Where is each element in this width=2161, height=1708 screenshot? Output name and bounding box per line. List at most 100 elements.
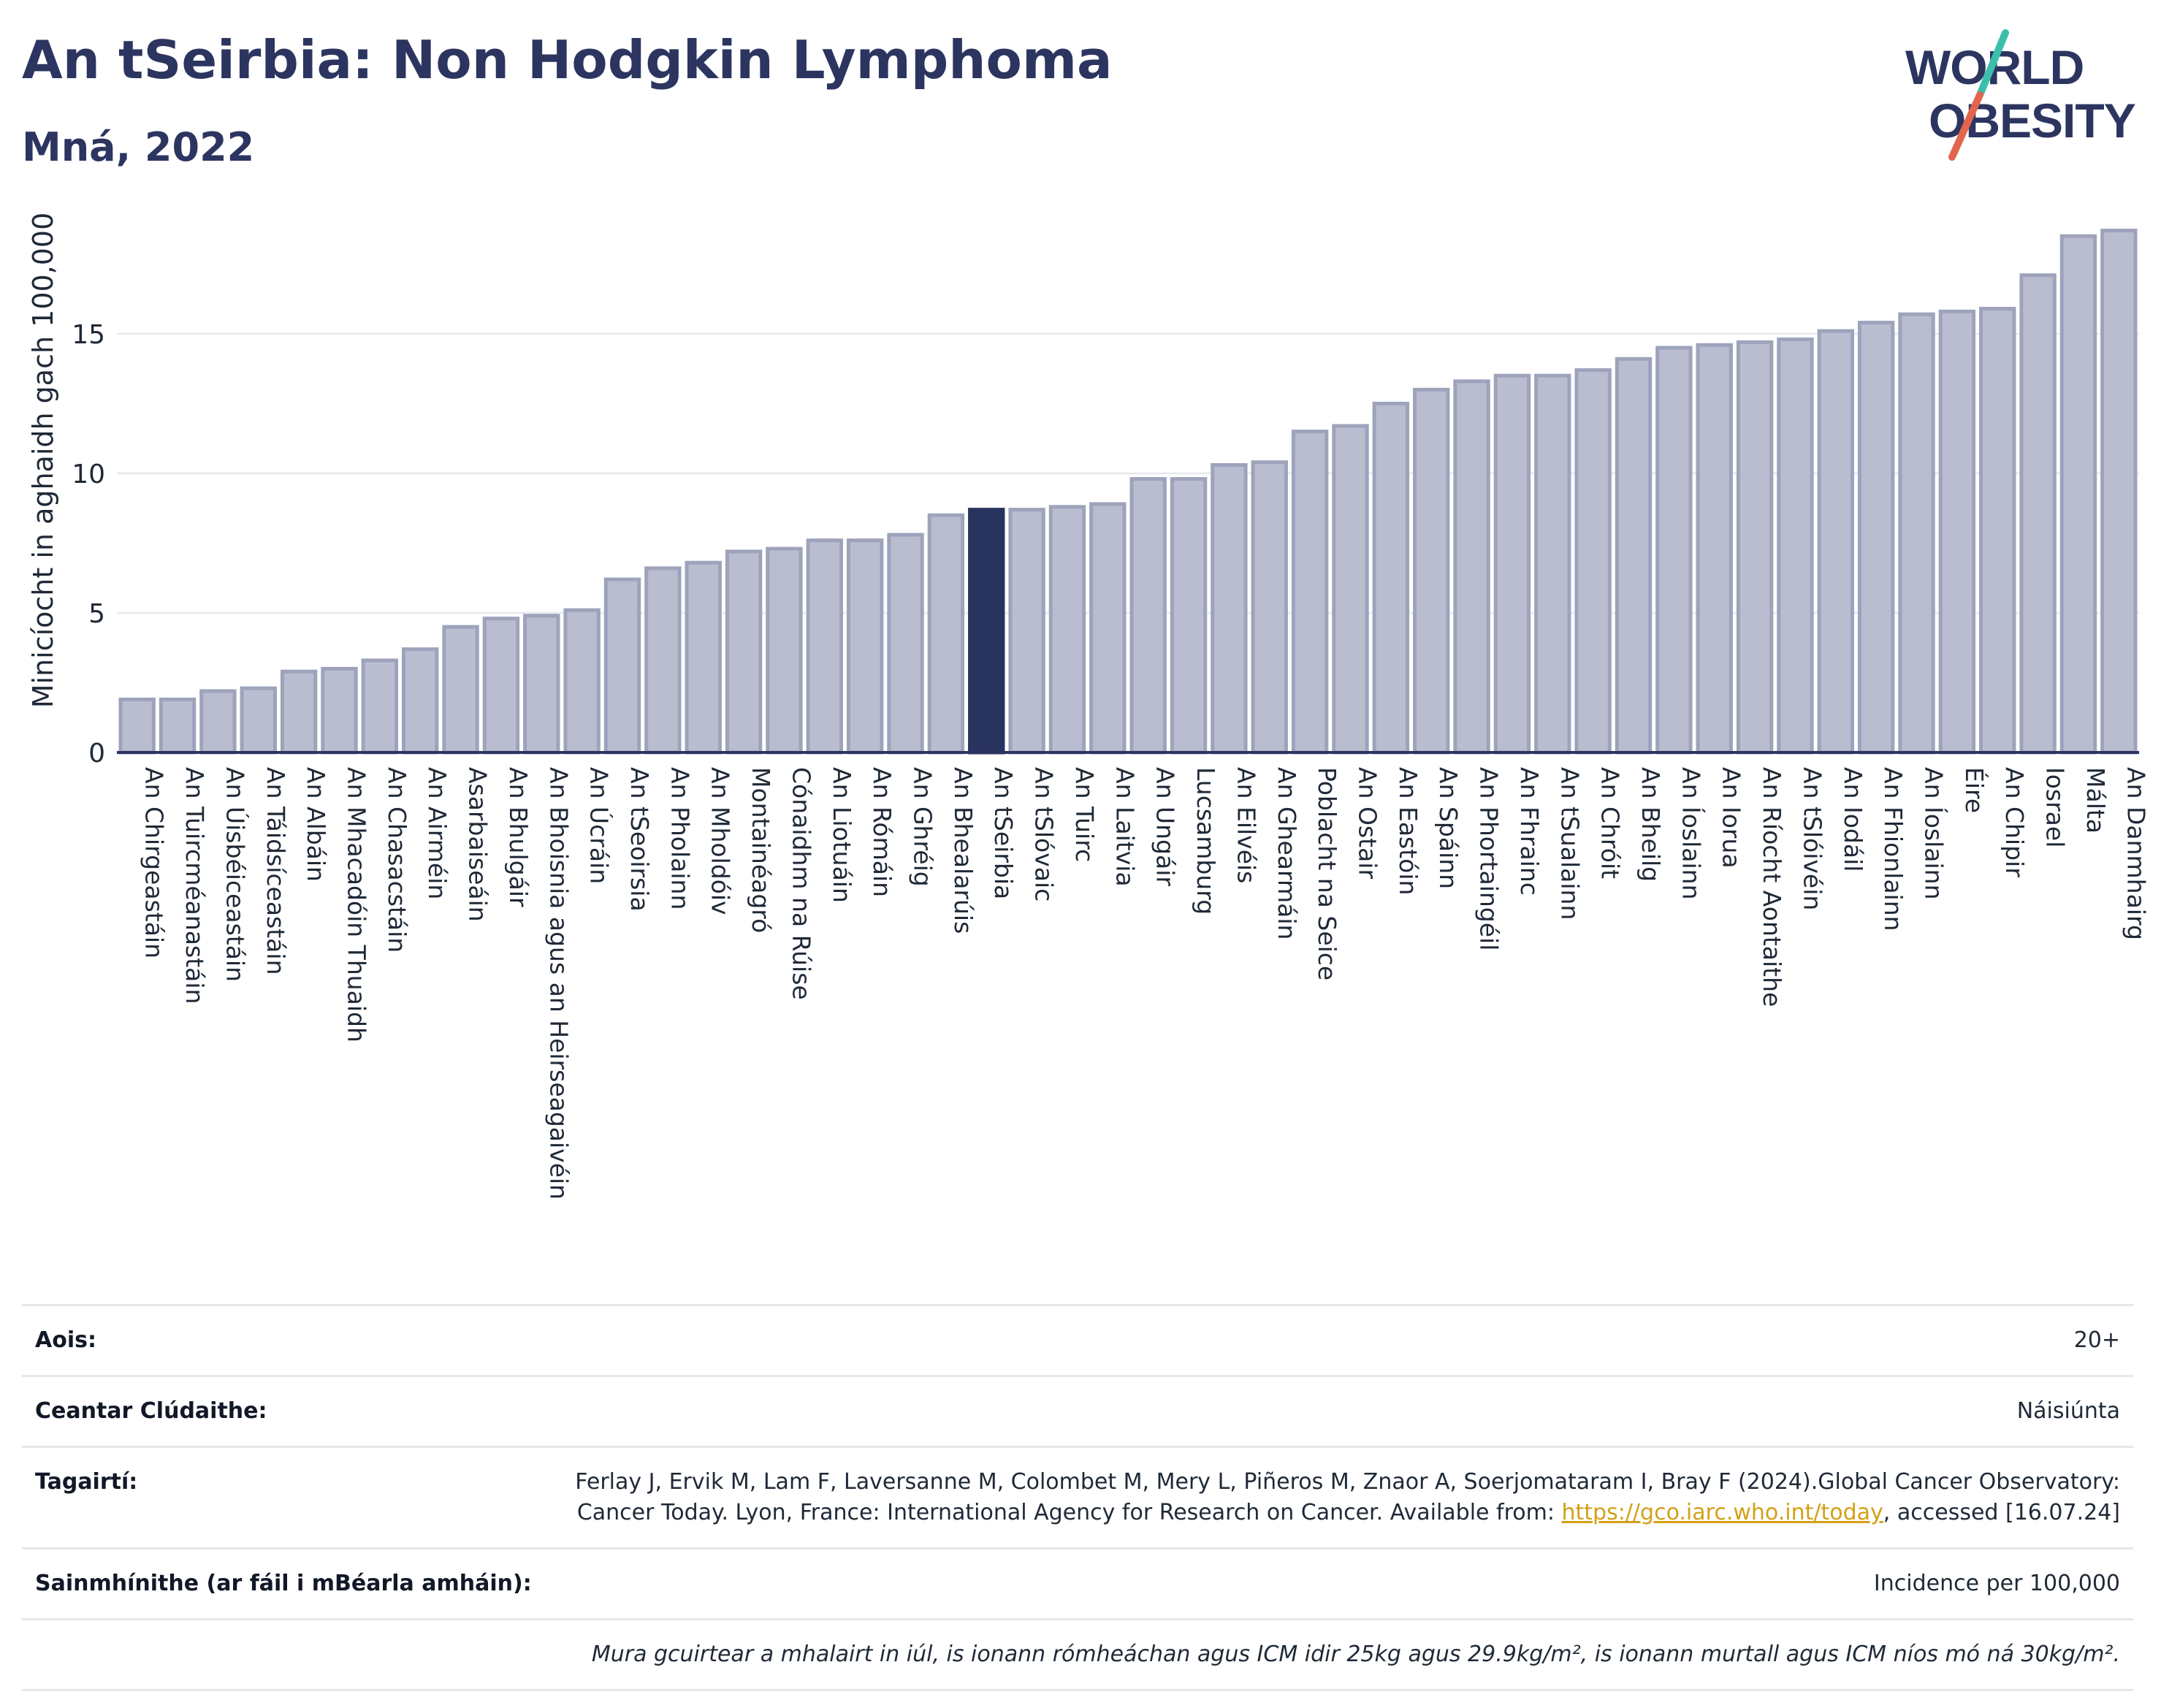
x-tick-label: An Liotuáin xyxy=(828,767,856,903)
x-tick-label: An Fhrainc xyxy=(1515,767,1544,896)
x-tick-label: An Bhoisnia agus an Heirseagaivéin xyxy=(544,767,573,1200)
bar xyxy=(1372,401,1410,755)
bar xyxy=(1736,340,1774,755)
x-tick-label: Iosrael xyxy=(2041,767,2070,847)
x-tick-label: An Bhealarúis xyxy=(949,767,977,934)
bar xyxy=(1008,508,1045,755)
x-tick-label: Asarbaiseáin xyxy=(464,767,492,922)
bar xyxy=(523,614,560,755)
x-tick-label: An Laitvia xyxy=(1110,767,1139,887)
x-tick-label: An Albáin xyxy=(302,767,330,882)
x-tick-label: Lucsamburg xyxy=(1192,767,1220,915)
bar xyxy=(806,538,843,755)
x-tick-label: An Tuircméanastáin xyxy=(180,767,209,1004)
bar xyxy=(1048,505,1086,755)
bar xyxy=(1413,387,1450,755)
x-tick-label: An Ghearmáin xyxy=(1273,767,1301,939)
bar xyxy=(1129,477,1167,755)
bar xyxy=(846,538,884,755)
bar xyxy=(159,697,197,755)
bar xyxy=(482,617,520,755)
x-tick-label: An tSualainn xyxy=(1555,767,1584,920)
references-text: Ferlay J, Ervik M, Lam F, Laversanne M, … xyxy=(575,1469,2120,1525)
bar xyxy=(1211,462,1248,755)
x-tick-label: An tSlóvaic xyxy=(1030,767,1059,901)
bar xyxy=(1655,346,1693,755)
bar xyxy=(563,608,601,755)
metadata-table: Aois: 20+ Ceantar Clúdaithe: Náisiúnta T… xyxy=(22,1304,2133,1691)
bar xyxy=(1857,321,1895,755)
definitions-label: Sainmhínithe (ar fáil i mBéarla amháin): xyxy=(35,1571,532,1596)
x-tick-label: An Iorua xyxy=(1718,767,1746,869)
page-subtitle: Mná, 2022 xyxy=(22,124,255,170)
x-tick-label: An Íoslainn xyxy=(1920,767,1949,899)
bar xyxy=(766,546,803,755)
y-tick-label: 10 xyxy=(72,460,105,489)
age-value: 20+ xyxy=(2073,1327,2120,1353)
y-tick-label: 15 xyxy=(72,320,105,350)
y-tick-label: 0 xyxy=(88,739,105,769)
bar xyxy=(1938,309,1976,755)
x-tick-label: An Pholainn xyxy=(666,767,694,910)
bar xyxy=(2100,229,2138,755)
x-tick-label: An tSeoirsia xyxy=(625,767,654,912)
x-tick-label: An Danmhairg xyxy=(2122,767,2150,940)
x-tick-label: An Bheilg xyxy=(1636,767,1665,882)
bar xyxy=(685,560,722,755)
bar xyxy=(1615,357,1653,755)
x-tick-label: An tSeirbia xyxy=(989,767,1018,899)
meta-row-note: Mura gcuirtear a mhalairt in iúl, is ion… xyxy=(22,1618,2133,1691)
bar xyxy=(2019,273,2057,755)
y-axis-title: Minicíocht in aghaidh gach 100,000 xyxy=(27,213,59,709)
axis-layer: 0 5 10 15 xyxy=(72,320,2139,769)
bar xyxy=(1251,460,1288,755)
x-tick-label: An Airméin xyxy=(423,767,451,899)
incidence-bar-chart: 0 5 10 15 An Chirgeastáin An Tuircméanastáin… xyxy=(27,213,2151,1200)
x-tick-label: An Rómáin xyxy=(868,767,896,897)
references-suffix: , accessed [16.07.24] xyxy=(1883,1500,2120,1525)
bar xyxy=(240,686,277,755)
bar xyxy=(1453,379,1490,755)
page-title: An tSeirbia: Non Hodgkin Lymphoma xyxy=(22,29,1113,91)
bar xyxy=(1574,368,1612,755)
x-tick-label: An Chipir xyxy=(2000,767,2029,877)
coverage-value: Náisiúnta xyxy=(2016,1398,2120,1424)
x-tick-label: An Bhulgáir xyxy=(504,767,533,907)
bar xyxy=(1979,307,2016,755)
x-tick-label: An Eastóin xyxy=(1394,767,1422,895)
bar xyxy=(1817,329,1854,755)
meta-row-coverage: Ceantar Clúdaithe: Náisiúnta xyxy=(22,1375,2133,1446)
bar xyxy=(442,625,479,755)
x-tick-label: An Íoslainn xyxy=(1677,767,1706,899)
bar xyxy=(280,669,318,755)
x-tick-label: Montainéagró xyxy=(747,767,775,933)
x-tick-label: An Chirgeastáin xyxy=(140,767,169,958)
bar xyxy=(603,577,641,755)
bar xyxy=(1291,430,1329,755)
bar xyxy=(1777,338,1814,755)
logo-slash-red xyxy=(1948,91,1983,161)
logo-slash-teal xyxy=(1976,29,2009,99)
x-tick-label: An Úisbéiceastáin xyxy=(221,767,250,982)
bar xyxy=(1493,373,1531,755)
x-tick-label: An Ríocht Aontaithe xyxy=(1758,767,1786,1007)
bar xyxy=(1534,373,1571,755)
bar xyxy=(2059,234,2097,755)
meta-row-references: Tagairtí: Ferlay J, Ervik M, Lam F, Lave… xyxy=(22,1446,2133,1547)
bar xyxy=(927,513,965,755)
bar xyxy=(725,549,763,755)
references-label: Tagairtí: xyxy=(35,1469,138,1495)
labels-layer: An Chirgeastáin An Tuircméanastáin An Úisb… xyxy=(140,767,2151,1200)
bar xyxy=(361,658,399,755)
bar xyxy=(1170,477,1208,755)
age-label: Aois: xyxy=(35,1327,96,1353)
x-tick-label: An Mhacadóin Thuaidh xyxy=(342,767,370,1042)
references-link[interactable]: https://gco.iarc.who.int/today xyxy=(1561,1500,1883,1525)
bar xyxy=(1089,502,1127,755)
bar xyxy=(1696,343,1733,755)
bars-layer xyxy=(118,229,2138,755)
x-tick-label: An Chasacstáin xyxy=(383,767,411,953)
x-tick-label: Éire xyxy=(1960,767,1989,813)
x-tick-label: An Tuirc xyxy=(1070,767,1099,862)
bar xyxy=(1898,312,1935,755)
